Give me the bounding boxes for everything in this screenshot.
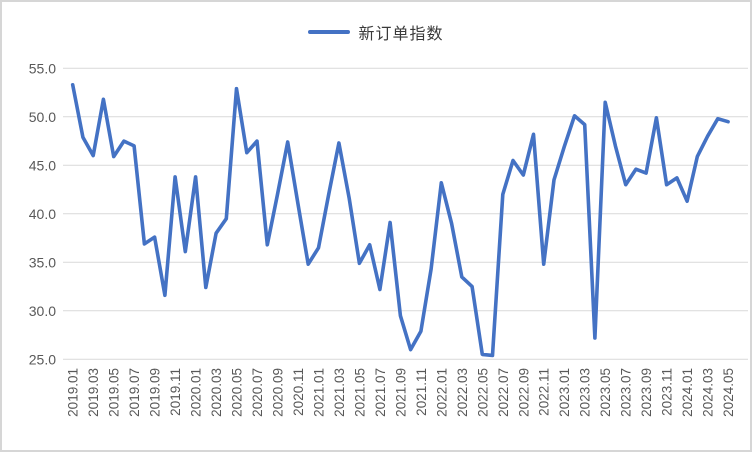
x-tick-label: 2020.03 bbox=[209, 368, 224, 417]
y-tick-label: 30.0 bbox=[29, 303, 56, 319]
x-tick-label: 2021.05 bbox=[352, 368, 367, 417]
x-tick-label: 2020.11 bbox=[291, 368, 306, 416]
x-tick-label: 2024.03 bbox=[701, 368, 716, 417]
x-tick-label: 2023.05 bbox=[598, 368, 613, 417]
x-tick-label: 2022.07 bbox=[496, 368, 511, 417]
y-tick-label: 50.0 bbox=[29, 109, 56, 125]
x-tick-label: 2023.11 bbox=[660, 368, 675, 416]
x-tick-label: 2019.11 bbox=[168, 368, 183, 416]
x-tick-label: 2020.01 bbox=[189, 368, 204, 417]
x-tick-label: 2019.05 bbox=[107, 368, 122, 417]
x-tick-label: 2022.11 bbox=[537, 368, 552, 416]
y-tick-label: 25.0 bbox=[29, 351, 56, 367]
y-tick-label: 45.0 bbox=[29, 157, 56, 173]
y-tick-label: 40.0 bbox=[29, 206, 56, 222]
x-tick-label: 2020.07 bbox=[250, 368, 265, 417]
x-tick-label: 2021.01 bbox=[311, 368, 326, 417]
new-orders-index-line bbox=[70, 83, 730, 358]
x-tick-label: 2019.03 bbox=[86, 368, 101, 417]
x-tick-label: 2022.09 bbox=[516, 368, 531, 417]
x-tick-label: 2019.01 bbox=[66, 368, 81, 417]
x-tick-label: 2024.05 bbox=[721, 368, 736, 417]
x-tick-label: 2020.05 bbox=[230, 368, 245, 417]
x-tick-label: 2023.07 bbox=[619, 368, 634, 417]
x-tick-label: 2022.01 bbox=[434, 368, 449, 417]
y-tick-label: 55.0 bbox=[29, 60, 56, 76]
x-tick-label: 2019.07 bbox=[127, 368, 142, 417]
x-tick-label: 2021.11 bbox=[414, 368, 429, 416]
x-tick-label: 2022.05 bbox=[475, 368, 490, 417]
x-tick-label: 2021.03 bbox=[332, 368, 347, 417]
x-tick-label: 2024.01 bbox=[680, 368, 695, 417]
x-tick-label: 2019.09 bbox=[148, 368, 163, 417]
x-tick-label: 2021.09 bbox=[393, 368, 408, 417]
x-tick-label: 2023.09 bbox=[639, 368, 654, 417]
y-tick-label: 35.0 bbox=[29, 254, 56, 270]
x-tick-label: 2020.09 bbox=[271, 368, 286, 417]
x-tick-label: 2022.03 bbox=[455, 368, 470, 417]
x-tick-label: 2023.03 bbox=[578, 368, 593, 417]
x-tick-label: 2023.01 bbox=[557, 368, 572, 417]
x-tick-label: 2021.07 bbox=[373, 368, 388, 417]
